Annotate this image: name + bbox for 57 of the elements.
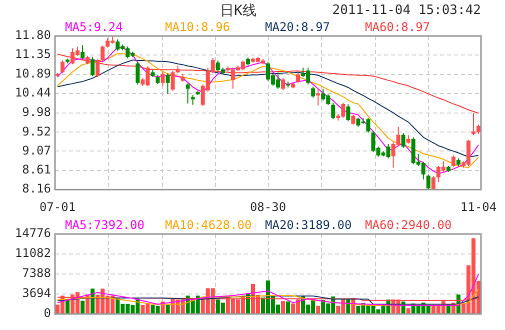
candlestick	[281, 78, 286, 91]
y-tick-label: 9.07	[22, 143, 51, 158]
y-tick-label: 10.89	[14, 66, 51, 81]
bar	[281, 301, 286, 314]
bar	[166, 305, 170, 314]
text: MA60:2940.00	[365, 218, 452, 232]
candlestick	[351, 114, 356, 126]
candlestick	[156, 74, 160, 85]
candlestick	[60, 60, 65, 74]
text: MA20:8.97	[265, 20, 330, 34]
candlestick	[451, 154, 456, 168]
candlestick	[190, 94, 195, 106]
candlestick	[100, 45, 105, 62]
bar	[286, 301, 290, 314]
candlestick	[166, 72, 170, 94]
x-tick-label: 08-30	[250, 200, 286, 214]
candlestick	[80, 44, 85, 60]
y-tick-label: 11082	[14, 246, 51, 260]
y-tick-label: 14776	[14, 226, 51, 240]
y-tick-label: 10.44	[14, 86, 51, 100]
text: MA5:7392.00	[65, 218, 144, 232]
candlestick	[186, 82, 190, 104]
y-tick-label: 3694	[22, 286, 51, 300]
bar	[346, 300, 350, 314]
text: MA10:4628.00	[165, 218, 252, 232]
candlestick	[426, 174, 430, 190]
x-tick-label: 11-04	[460, 200, 497, 214]
y-tick-label: 8.61	[22, 162, 51, 177]
chart-title: 日K线	[220, 2, 256, 20]
y-tick-label: 9.52	[22, 124, 51, 138]
text: MA60:8.97	[365, 20, 430, 34]
candlestick	[316, 88, 320, 106]
bar	[80, 300, 85, 314]
y-tick-label: 9.98	[22, 104, 51, 119]
candlestick	[401, 132, 406, 148]
y-tick-label: 11.35	[14, 47, 51, 62]
bar	[316, 306, 320, 314]
text: MA20:3189.00	[265, 218, 352, 232]
y-tick-label: 7388	[22, 266, 51, 280]
candlestick	[170, 70, 175, 92]
y-tick-label: 0	[44, 306, 51, 320]
candlestick	[136, 61, 140, 86]
candlestick	[90, 56, 95, 77]
candlestick	[311, 86, 316, 98]
candlestick	[160, 71, 165, 86]
bar	[406, 308, 410, 314]
candlestick	[331, 102, 336, 120]
text: 2011-11-04 15:03:42	[332, 3, 481, 18]
candlestick	[96, 58, 100, 78]
y-tick-label: 11.80	[14, 28, 51, 42]
text: MA10:8.96	[165, 20, 230, 34]
series-label: MA5:9.24	[65, 20, 123, 34]
candlestick	[296, 72, 300, 84]
x-tick-label: 07-01	[39, 200, 76, 214]
bar	[66, 300, 70, 314]
y-tick-label: 8.16	[22, 182, 51, 196]
candlestick	[346, 104, 350, 122]
